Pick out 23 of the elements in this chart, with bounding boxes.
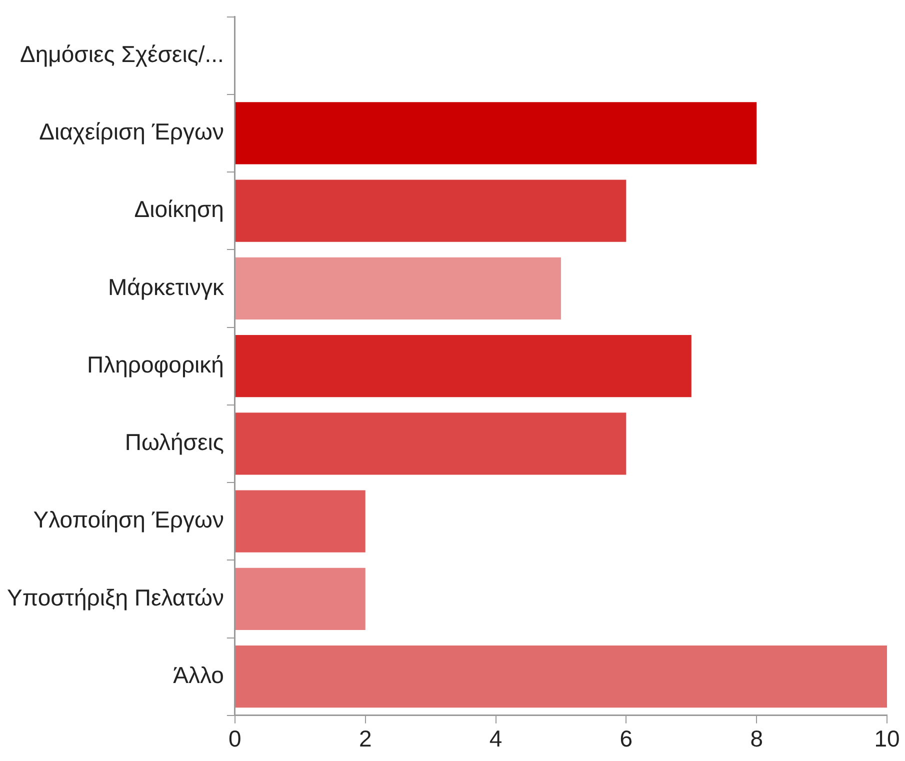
y-tick-label: Πληροφορική xyxy=(86,351,224,378)
bar xyxy=(235,490,366,552)
y-tick-label: Πωλήσεις xyxy=(124,429,224,456)
y-tick-label: Διαχείριση Έργων xyxy=(39,118,224,145)
y-tick-label: Άλλο xyxy=(173,662,224,688)
bar xyxy=(235,335,692,398)
y-tick-label: Υλοποίηση Έργων xyxy=(33,506,224,533)
y-tick-label: Υποστήριξη Πελατών xyxy=(6,584,224,610)
bar xyxy=(235,257,561,320)
x-tick-label: 4 xyxy=(489,726,502,752)
x-tick-label: 8 xyxy=(750,726,763,752)
x-tick-label: 10 xyxy=(874,726,900,752)
bar xyxy=(235,646,887,708)
bar xyxy=(235,180,626,242)
bar xyxy=(235,412,626,475)
y-tick-label: Δημόσιες Σχέσεις/... xyxy=(20,40,224,67)
y-tick-label: Μάρκετινγκ xyxy=(108,274,224,300)
x-tick-label: 2 xyxy=(358,726,372,752)
y-tick-label: Διοίκηση xyxy=(134,196,224,222)
x-tick-label: 6 xyxy=(620,726,633,752)
bar xyxy=(235,102,757,164)
bar xyxy=(235,568,366,630)
x-tick-label: 0 xyxy=(228,726,242,752)
